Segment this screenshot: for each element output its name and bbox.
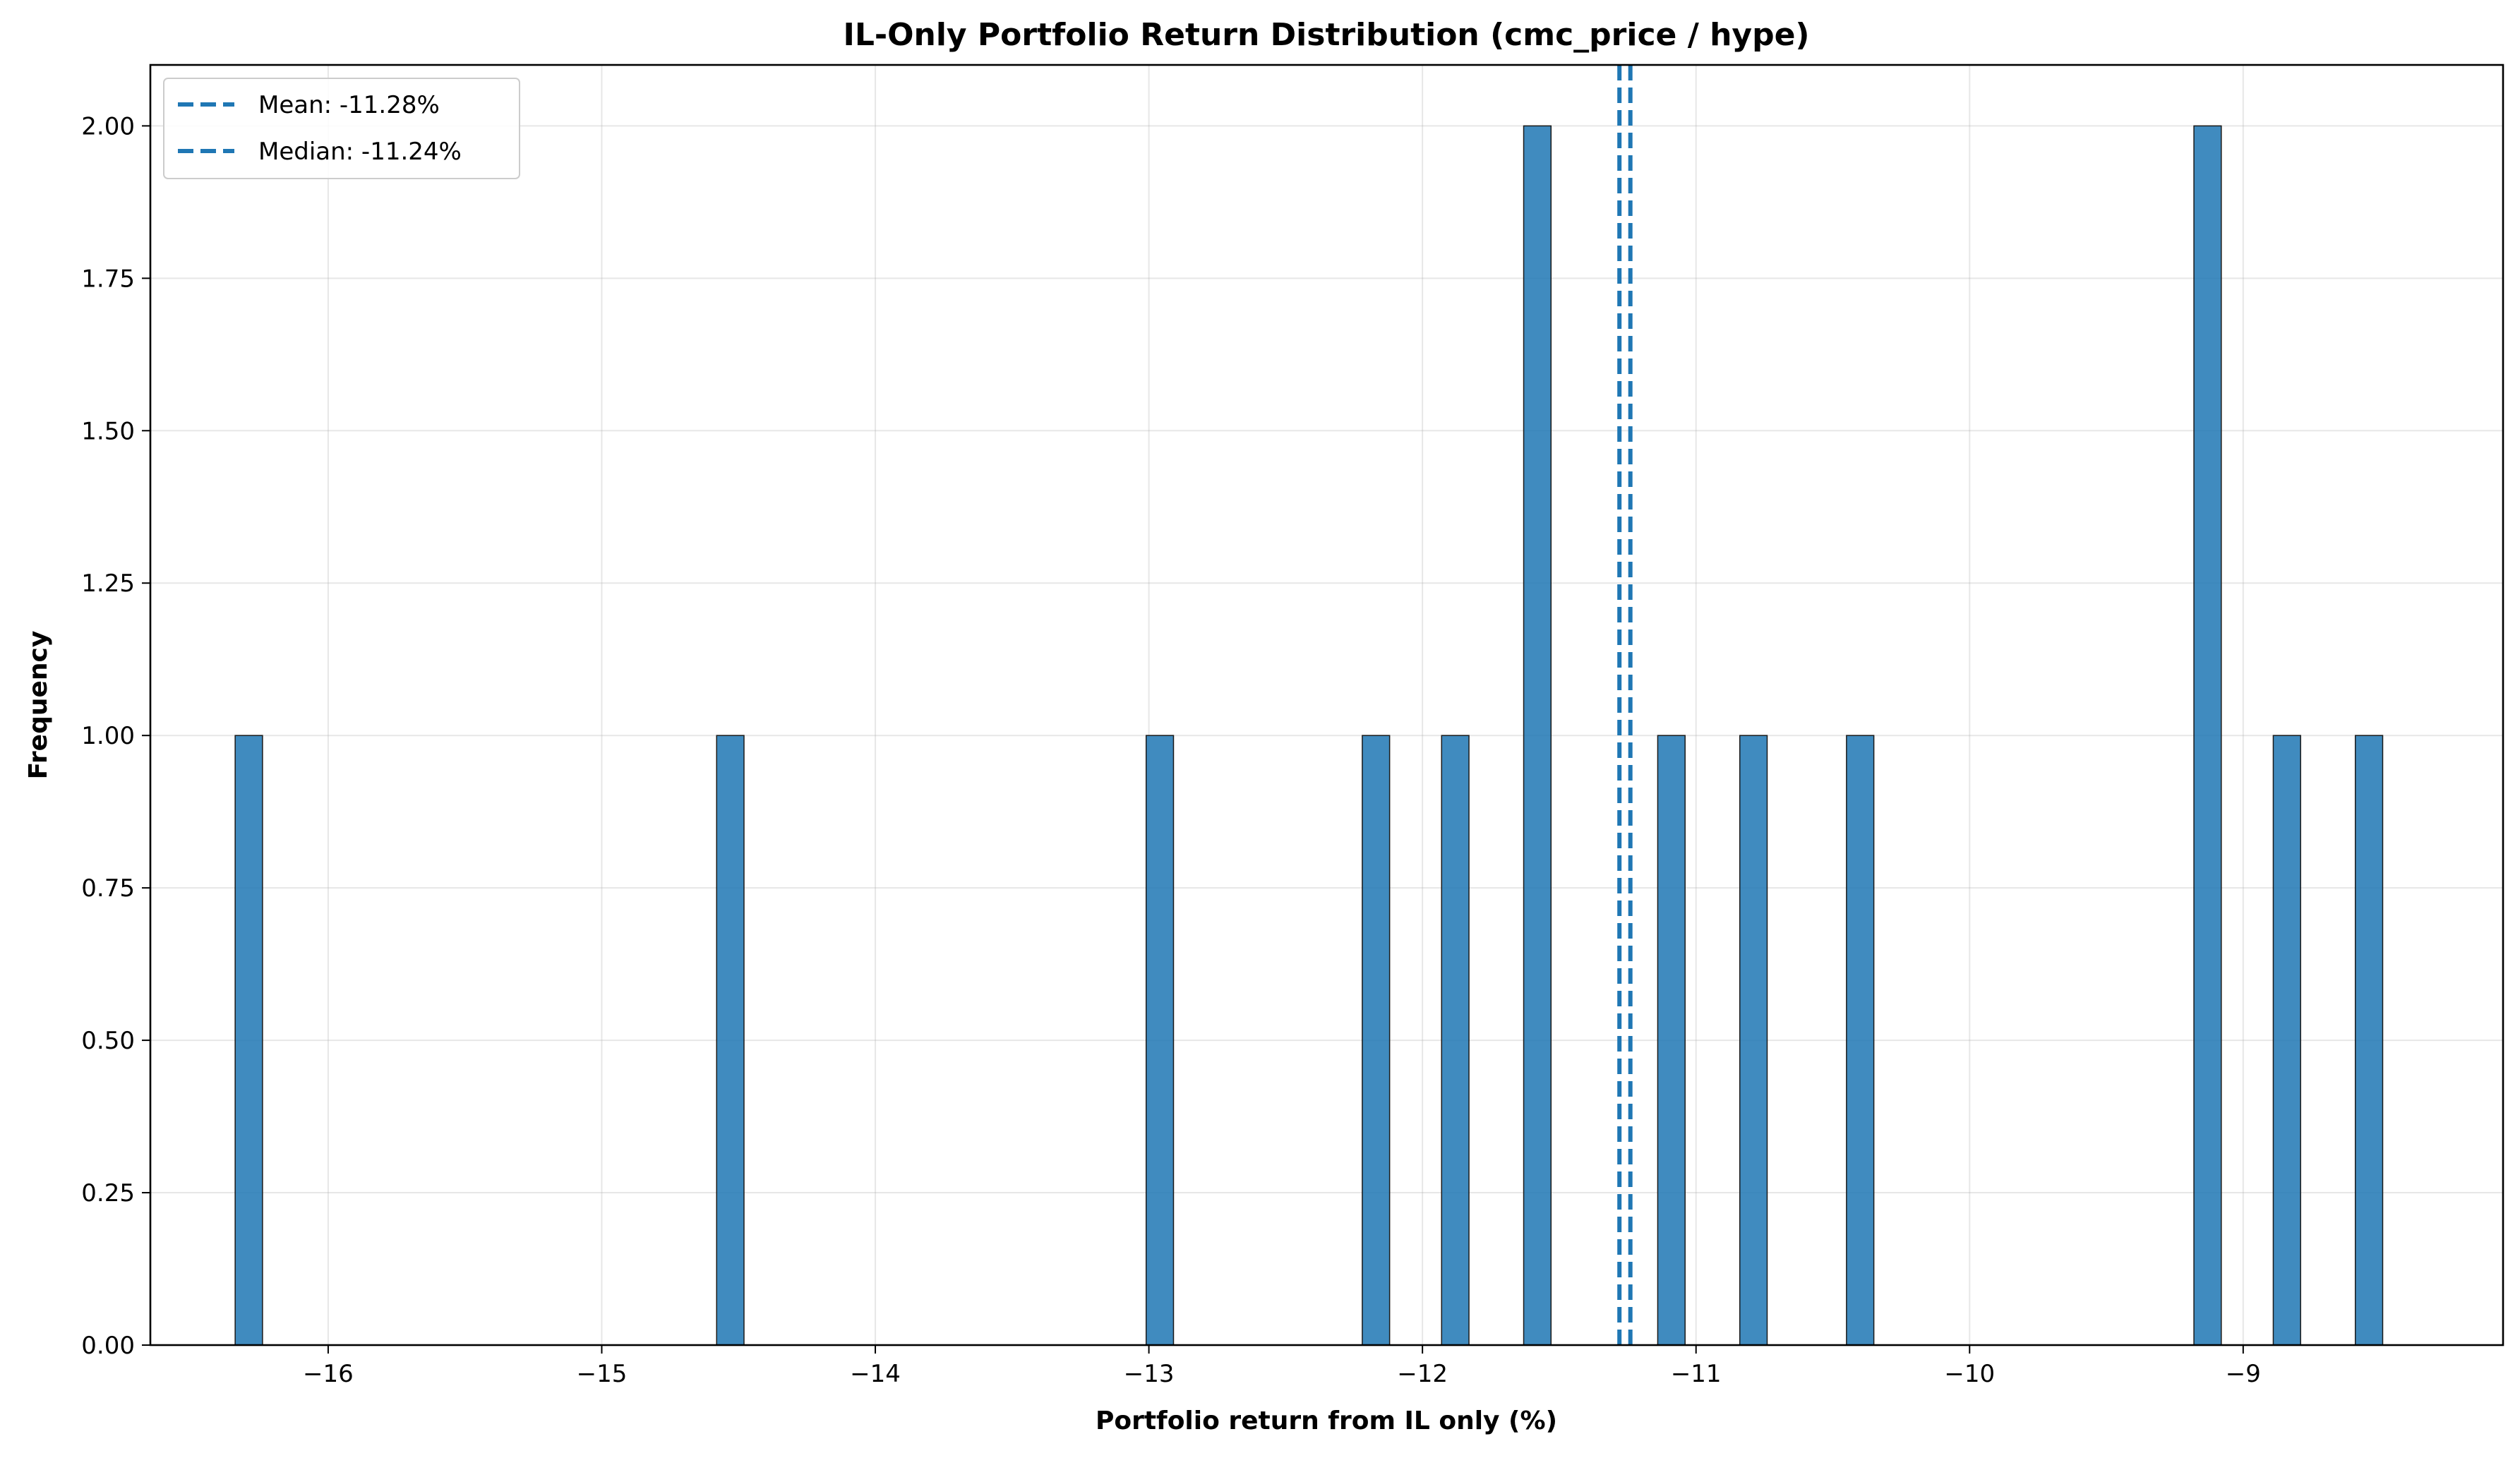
x-tick-label: −14 (850, 1360, 901, 1388)
y-tick-label: 1.00 (81, 722, 135, 750)
y-axis-label: Frequency (24, 631, 53, 780)
y-tick-label: 2.00 (81, 112, 135, 140)
y-tick-label: 1.75 (81, 265, 135, 293)
x-tick-label: −11 (1671, 1360, 1722, 1388)
x-tick-label: −13 (1124, 1360, 1175, 1388)
histogram-bar (2193, 125, 2222, 1346)
histogram-bar (1739, 735, 1768, 1346)
x-tick-label: −10 (1944, 1360, 1995, 1388)
y-tick-label: 0.50 (81, 1027, 135, 1055)
histogram-bar (1441, 735, 1470, 1346)
plot-frame (149, 64, 2504, 1346)
histogram-bar (1657, 735, 1686, 1346)
y-axis-ticks: 0.00 0.25 0.50 0.75 1.00 1.25 1.50 1.75 2.00 (81, 112, 150, 1360)
reference-lines (1617, 65, 1633, 1345)
y-tick-label: 0.25 (81, 1179, 135, 1207)
legend: Mean: -11.28% Median: -11.24% (163, 78, 520, 179)
y-tick-label: 1.25 (81, 570, 135, 598)
grid-lines (150, 65, 2503, 1346)
legend-mean-label: Mean: -11.28% (258, 91, 440, 119)
histogram-bar (234, 735, 263, 1346)
legend-median-label: Median: -11.24% (258, 138, 462, 166)
histogram-bar (2272, 735, 2301, 1346)
chart-title: IL-Only Portfolio Return Distribution (c… (843, 17, 1809, 53)
histogram-bar (2354, 735, 2384, 1346)
x-tick-label: −16 (303, 1360, 354, 1388)
y-tick-label: 1.50 (81, 417, 135, 445)
x-tick-label: −12 (1397, 1360, 1448, 1388)
histogram-bar (1145, 735, 1175, 1346)
x-tick-label: −9 (2226, 1360, 2261, 1388)
histogram-bar (1846, 735, 1875, 1346)
x-tick-label: −15 (577, 1360, 628, 1388)
histogram-bar (1362, 735, 1391, 1346)
histogram-bar (1523, 125, 1552, 1346)
x-axis-label: Portfolio return from IL only (%) (1096, 1406, 1557, 1435)
y-tick-label: 0.00 (81, 1332, 135, 1360)
legend-box (163, 78, 520, 179)
x-axis-ticks: −16 −15 −14 −13 −12 −11 −10 −9 (303, 1345, 2261, 1388)
histogram-bar (716, 735, 745, 1346)
y-tick-label: 0.75 (81, 874, 135, 903)
